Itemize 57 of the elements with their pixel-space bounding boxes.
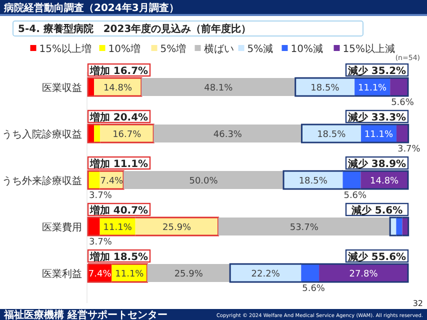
annotation: 増加 20.4% bbox=[88, 112, 148, 124]
data-label: 18.5% bbox=[317, 130, 346, 140]
data-label: 18.5% bbox=[310, 84, 340, 94]
y-tick-label: うち外来診療収益 bbox=[2, 175, 82, 187]
annotation: 増加 11.1% bbox=[88, 158, 148, 170]
data-label: 7.4% bbox=[100, 176, 124, 186]
text: 32 bbox=[412, 299, 423, 308]
bar bbox=[154, 124, 302, 142]
data-label: 5.6% bbox=[302, 284, 326, 294]
y-tick-label: 医業利益 bbox=[42, 268, 82, 280]
annotation: 増加 18.5% bbox=[88, 251, 148, 263]
bar bbox=[147, 264, 230, 282]
data-label: 5.6% bbox=[391, 98, 414, 108]
data-label: 11.1% bbox=[358, 84, 388, 94]
legend-label: 10%減 bbox=[290, 43, 323, 55]
data-label: 16.7% bbox=[112, 130, 142, 140]
data-label: 11.1% bbox=[103, 223, 132, 233]
chart-title: 5-4. 療養型病院 2023年度の見込み（前年度比） bbox=[18, 23, 252, 35]
annotation: 減少 38.9% bbox=[346, 158, 406, 170]
legend-label: 15%以上増 bbox=[39, 43, 92, 55]
annotation: 増加 16.7% bbox=[88, 65, 148, 77]
data-label: 25.9% bbox=[174, 270, 204, 280]
y-tick-label: うち入院診療収益 bbox=[2, 128, 82, 140]
data-label: 18.5% bbox=[298, 176, 328, 186]
annotation: 増加 40.7% bbox=[88, 204, 148, 216]
data-label: 3.7% bbox=[89, 191, 112, 201]
y-tick-label: 医業費用 bbox=[42, 222, 82, 234]
legend-label: 5%増 bbox=[160, 43, 186, 55]
data-label: 14.8% bbox=[103, 84, 132, 94]
data-label: 50.0% bbox=[189, 176, 218, 186]
data-label: 14.8% bbox=[370, 176, 400, 186]
annotation: 減少 35.2% bbox=[346, 65, 406, 77]
bar bbox=[218, 218, 390, 236]
text: 病院経営動向調査（2024年3月調査） bbox=[3, 2, 179, 14]
data-label: 22.2% bbox=[251, 270, 280, 280]
data-label: 11.1% bbox=[364, 130, 394, 140]
data-label: 11.1% bbox=[115, 270, 144, 280]
data-label: 53.7% bbox=[290, 223, 319, 233]
bar bbox=[141, 78, 296, 96]
annotation: 減少 55.6% bbox=[346, 251, 406, 263]
text: 福祉医療機構 経営サポートセンター bbox=[3, 309, 168, 320]
data-label: 46.3% bbox=[213, 130, 242, 140]
data-label: 25.9% bbox=[162, 223, 192, 233]
data-label: 48.1% bbox=[204, 84, 234, 94]
annotation: 減少 33.3% bbox=[346, 112, 406, 124]
legend-label: 横ばい bbox=[204, 43, 234, 55]
data-label: 27.8% bbox=[349, 270, 378, 280]
data-label: 7.4% bbox=[88, 270, 112, 280]
legend-label: 15%以上減 bbox=[342, 43, 395, 55]
data-label: 3.7% bbox=[89, 238, 112, 248]
data-label: 5.6% bbox=[344, 191, 368, 201]
legend-label: 10%増 bbox=[108, 43, 140, 55]
bar bbox=[124, 171, 284, 189]
data-label: 3.7% bbox=[397, 144, 421, 154]
legend-label: 5%減 bbox=[247, 43, 274, 55]
y-tick-label: 医業収益 bbox=[42, 82, 82, 94]
annotation: 減少 5.6% bbox=[350, 204, 403, 216]
